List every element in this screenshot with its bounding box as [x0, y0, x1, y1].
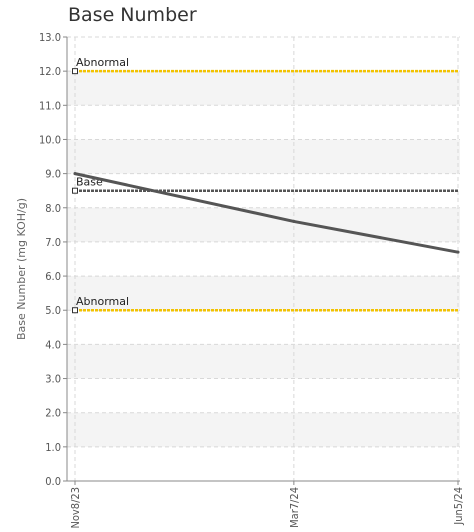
reference-label: Abnormal [76, 295, 129, 308]
y-tick-label: 8.0 [45, 202, 61, 215]
y-tick-label: 11.0 [39, 99, 61, 112]
y-tick-label: 1.0 [45, 441, 61, 454]
grid-band [67, 207, 460, 242]
reference-marker [72, 187, 78, 194]
data-point [292, 219, 296, 223]
y-tick-label: 13.0 [39, 31, 61, 44]
grid-band [67, 344, 460, 379]
y-tick-label: 0.0 [45, 475, 61, 488]
grid-band [67, 276, 460, 311]
grid-band [67, 71, 460, 106]
reference-label: Abnormal [76, 56, 129, 69]
y-tick-label: 2.0 [45, 407, 61, 420]
chart-title: Base Number [68, 4, 197, 26]
reference-marker [72, 68, 78, 75]
y-tick-label: 9.0 [45, 168, 61, 181]
grid-band [67, 412, 460, 447]
y-tick-label: 5.0 [45, 304, 61, 317]
y-tick-label: 7.0 [45, 236, 61, 249]
y-tick-label: 6.0 [45, 270, 61, 283]
data-point [73, 172, 77, 176]
y-tick-label: 10.0 [39, 133, 61, 146]
y-tick-label: 4.0 [45, 338, 61, 351]
x-tick-label: Mar7/24 [288, 487, 301, 528]
y-tick-label: 12.0 [39, 65, 61, 78]
reference-marker [72, 307, 78, 314]
y-tick-label: 3.0 [45, 373, 61, 386]
data-point [456, 250, 460, 254]
x-tick-label: Jun5/24 [452, 487, 465, 526]
grid-band [67, 139, 460, 174]
x-tick-label: Nov8/23 [69, 487, 82, 529]
y-axis-label: Base Number (mg KOH/g) [15, 198, 28, 340]
